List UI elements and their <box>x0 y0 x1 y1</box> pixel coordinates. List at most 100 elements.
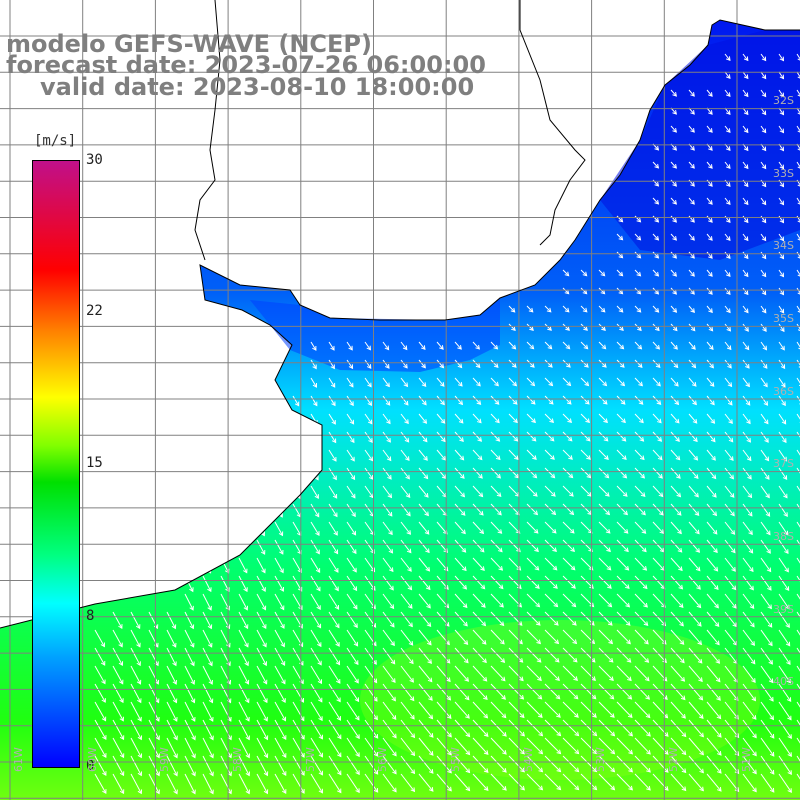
wind-arrow-shaft <box>544 665 560 681</box>
wind-arrow-shaft <box>724 449 734 461</box>
wind-arrow-head <box>530 363 535 368</box>
wind-arrow-shaft <box>184 773 196 794</box>
wind-arrow-shaft <box>184 611 194 629</box>
wind-arrow-head <box>601 326 606 331</box>
colorbar-gradient <box>32 160 80 768</box>
wind-arrow-head <box>296 475 301 481</box>
wind-arrow-head <box>498 584 504 590</box>
wind-arrow-shaft <box>436 683 451 701</box>
wind-arrow-shaft <box>256 719 268 740</box>
wind-arrow-head <box>390 641 395 647</box>
wind-arrow-shaft <box>760 161 767 169</box>
wind-arrow-shaft <box>562 395 572 405</box>
wind-arrow-shaft <box>274 701 286 721</box>
wind-arrow-head <box>263 698 268 704</box>
wind-arrow-shaft <box>454 647 469 664</box>
wind-arrow-shaft <box>598 575 612 589</box>
wind-arrow-head <box>743 236 749 242</box>
wind-arrow-shaft <box>652 287 659 295</box>
wind-arrow-shaft <box>778 251 784 259</box>
wind-arrow-head <box>331 401 336 407</box>
wind-arrow-head <box>552 547 557 553</box>
wind-arrow-head <box>244 642 249 648</box>
wind-arrow-head <box>355 752 360 758</box>
wind-arrow-shaft <box>688 575 701 590</box>
wind-arrow-shaft <box>724 701 739 720</box>
wind-arrow-shaft <box>256 539 266 555</box>
wind-arrow-shaft <box>778 665 791 684</box>
wind-arrow-head <box>681 713 686 719</box>
wind-arrow-head <box>388 530 393 536</box>
wind-arrow-head <box>335 642 340 647</box>
wind-arrow-head <box>708 164 713 169</box>
wind-arrow-shaft <box>346 413 354 425</box>
wind-arrow-head <box>654 163 660 169</box>
wind-arrow-head <box>779 218 785 224</box>
wind-arrow-head <box>641 529 647 534</box>
wind-arrow-shaft <box>184 575 194 592</box>
wind-arrow-shaft <box>472 647 487 663</box>
wind-arrow-head <box>502 767 507 773</box>
wind-arrow-shaft <box>454 431 464 442</box>
wind-arrow-head <box>783 512 788 518</box>
wind-arrow-shaft <box>706 287 713 295</box>
wind-arrow-head <box>483 750 489 755</box>
wind-arrow-shaft <box>328 503 338 517</box>
wind-arrow-head <box>779 164 785 170</box>
wind-arrow-shaft <box>346 485 356 499</box>
wind-arrow-head <box>502 731 507 737</box>
wind-arrow-head <box>425 585 431 591</box>
wind-arrow-head <box>261 605 267 611</box>
wind-arrow-shaft <box>454 503 466 516</box>
wind-arrow-shaft <box>652 197 659 205</box>
wind-arrow-head <box>137 735 143 741</box>
wind-arrow-head <box>644 639 649 645</box>
wind-arrow-head <box>766 530 771 536</box>
wind-arrow-shaft <box>634 575 648 589</box>
wind-arrow-head <box>708 290 713 295</box>
wind-arrow-head <box>765 512 771 517</box>
lon-label-51w: 51W <box>740 747 753 772</box>
wind-arrow-head <box>457 363 463 369</box>
wind-arrow-head <box>391 696 396 702</box>
wind-arrow-head <box>137 716 142 722</box>
wind-arrow-head <box>554 657 560 663</box>
wind-arrow-head <box>501 713 507 719</box>
map-title-valid-date: valid date: 2023-08-10 18:00:00 <box>40 73 475 101</box>
uruguay-river-border <box>194 0 221 261</box>
wind-arrow-head <box>387 493 393 499</box>
wind-arrow-head <box>693 474 699 480</box>
wind-arrow-shaft <box>508 467 519 479</box>
wind-arrow-head <box>337 752 342 758</box>
wind-arrow-shaft <box>724 467 734 480</box>
wind-arrow-shaft <box>292 719 305 740</box>
wind-arrow-shaft <box>634 467 645 479</box>
wind-arrow-head <box>638 400 644 405</box>
wind-arrow-head <box>354 678 359 684</box>
wind-arrow-head <box>243 568 248 574</box>
wind-arrow-shaft <box>652 737 669 755</box>
wind-arrow-head <box>654 235 660 241</box>
wind-arrow-shaft <box>616 233 623 241</box>
lon-label-56w: 56W <box>376 747 389 772</box>
wind-arrow-head <box>512 400 518 405</box>
wind-arrow-shaft <box>706 305 713 313</box>
wind-arrow-shaft <box>778 593 790 610</box>
wind-arrow-shaft <box>328 467 337 480</box>
wind-arrow-head <box>708 326 714 332</box>
wind-arrow-shaft <box>688 485 699 498</box>
wind-arrow-head <box>622 455 627 461</box>
wind-arrow-shaft <box>760 755 775 775</box>
wind-arrow-shaft <box>346 341 353 351</box>
wind-arrow-head <box>410 787 416 793</box>
wind-arrow-head <box>520 749 525 755</box>
wind-arrow-shaft <box>400 539 412 553</box>
wind-arrow-shaft <box>202 773 214 794</box>
wind-arrow-head <box>646 749 651 755</box>
colorbar-tick-8: 8 <box>86 608 95 624</box>
wind-arrow-head <box>639 418 644 424</box>
wind-arrow-head <box>315 549 320 555</box>
wind-arrow-head <box>445 658 451 664</box>
wind-arrow-shaft <box>202 719 214 740</box>
